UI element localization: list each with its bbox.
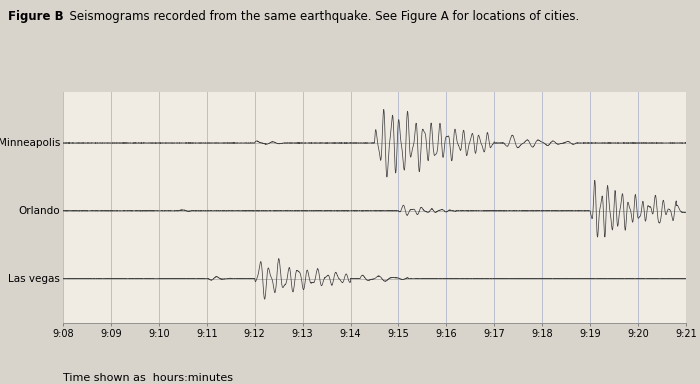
Text: Las vegas: Las vegas (8, 273, 60, 283)
Text: Figure B: Figure B (8, 10, 64, 23)
Text: Orlando: Orlando (18, 206, 60, 216)
Text: Time shown as  hours:minutes: Time shown as hours:minutes (63, 373, 233, 383)
Text: Minneapolis: Minneapolis (0, 138, 60, 148)
Text: Seismograms recorded from the same earthquake. See Figure A for locations of cit: Seismograms recorded from the same earth… (62, 10, 579, 23)
